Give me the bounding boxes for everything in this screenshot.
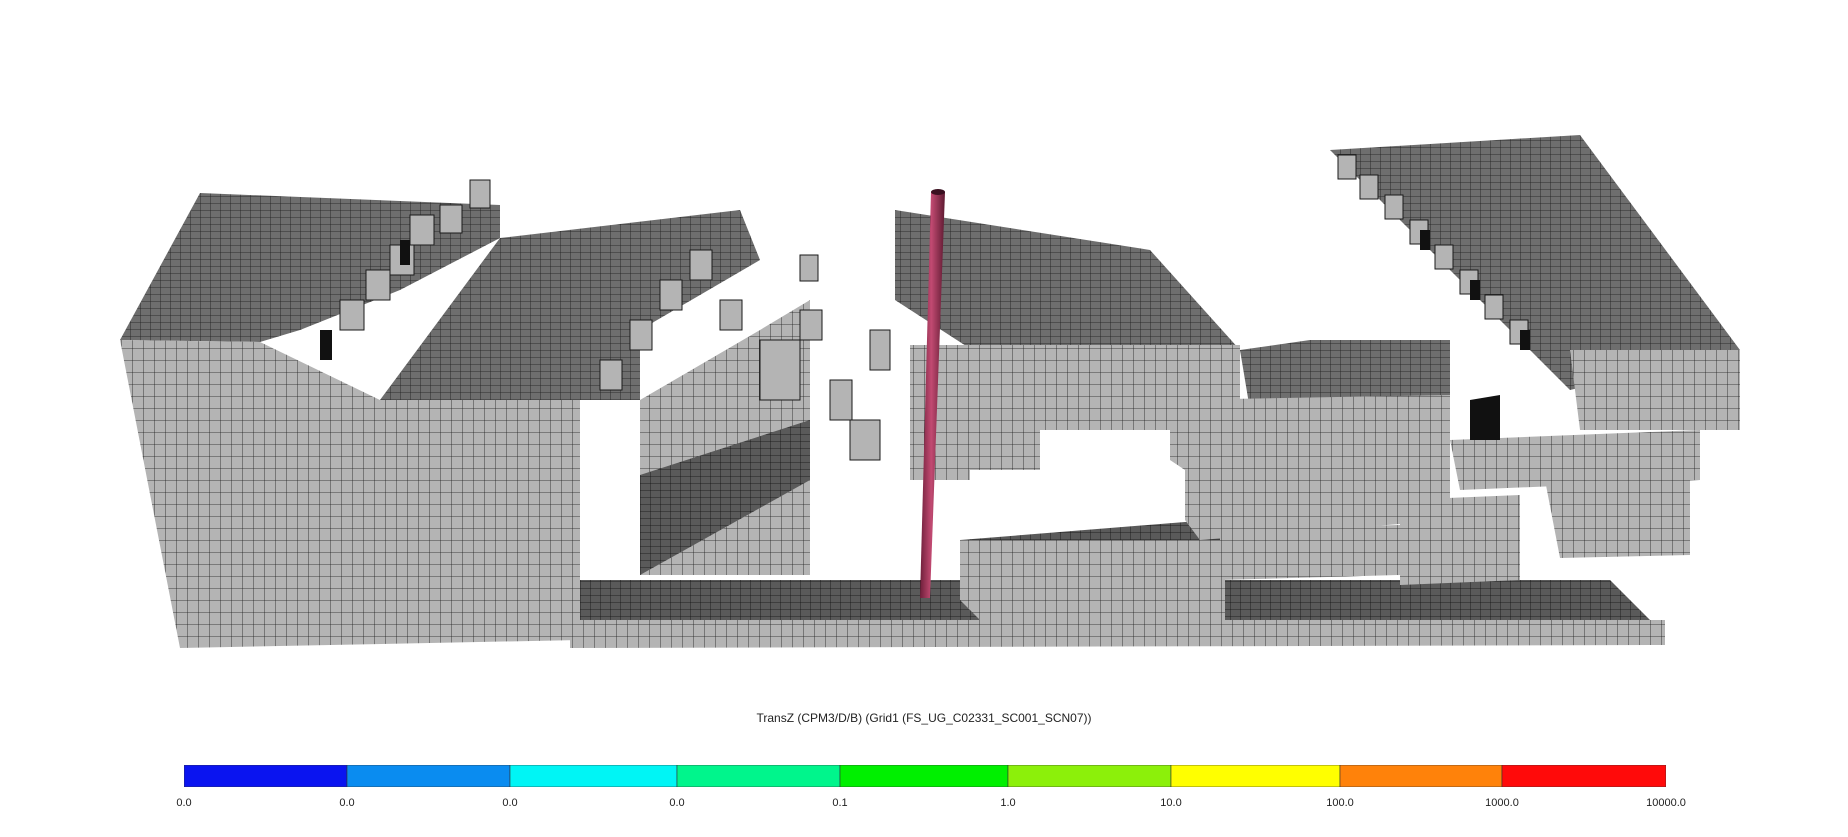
color-legend-ticks: 0.0 0.0 0.0 0.0 0.1 1.0 10.0 100.0 1000.0 10000.0	[176, 797, 1686, 813]
floor-side-face	[570, 620, 1665, 648]
well-head	[931, 189, 945, 195]
well-trajectory	[920, 189, 945, 598]
color-segment-4	[839, 765, 1009, 787]
far-right-block	[1330, 135, 1740, 558]
color-segment-8	[1501, 765, 1666, 787]
left-stair-cubes	[320, 179, 491, 360]
far-right-top-face	[1330, 135, 1740, 390]
right-mid-lower-front-face	[1185, 465, 1450, 540]
color-tick-label: 10.0	[1160, 797, 1182, 809]
color-segment-0	[184, 765, 348, 787]
color-tick-label: 10000.0	[1646, 797, 1686, 809]
color-legend-bar	[184, 765, 1666, 787]
center-block-top-face	[895, 210, 1240, 355]
left-block-top-face	[120, 193, 500, 342]
right-middle-block	[1170, 340, 1520, 585]
central-scattered-cubes	[599, 249, 891, 461]
far-right-black-shadows	[1470, 395, 1500, 440]
color-segment-2	[509, 765, 678, 787]
color-tick-label: 0.0	[176, 797, 192, 809]
far-right-front-face	[1570, 350, 1740, 430]
left-block-front-face	[120, 340, 580, 648]
color-tick-label: 100.0	[1326, 797, 1354, 809]
color-segment-7	[1339, 765, 1503, 787]
color-tick-label: 0.0	[339, 797, 355, 809]
reservoir-grid-model[interactable]	[0, 0, 1848, 700]
color-segment-3	[676, 765, 841, 787]
right-mid-front-face	[1170, 395, 1450, 480]
left-block	[120, 193, 810, 648]
color-segment-6	[1170, 765, 1341, 787]
far-right-stair-cubes	[1337, 154, 1530, 350]
color-tick-label: 1000.0	[1485, 797, 1519, 809]
left-mid-top-face	[640, 420, 810, 575]
right-bottom2-front-face	[1400, 495, 1520, 585]
right-bottom-front-face	[1220, 525, 1400, 580]
color-tick-label: 1.0	[1000, 797, 1016, 809]
center-lower-top-face	[960, 520, 1225, 540]
color-tick-label: 0.0	[669, 797, 685, 809]
color-tick-label: 0.0	[502, 797, 518, 809]
center-lower-front-face	[960, 540, 1225, 625]
color-segment-5	[1007, 765, 1172, 787]
color-segment-1	[346, 765, 511, 787]
color-tick-label: 0.1	[832, 797, 848, 809]
3d-grid-viewport[interactable]	[0, 0, 1848, 700]
far-right-lower2-front-face	[1545, 478, 1690, 558]
far-right-lower-front-face	[1450, 430, 1700, 490]
left-block-top-face-upper	[380, 210, 760, 400]
center-right-block	[895, 210, 1240, 625]
well-tube	[920, 192, 945, 598]
center-block-front-face	[910, 345, 1240, 480]
right-mid-top-face	[1240, 340, 1450, 410]
property-title: TransZ (CPM3/D/B) (Grid1 (FS_UG_C02331_S…	[756, 711, 1092, 725]
